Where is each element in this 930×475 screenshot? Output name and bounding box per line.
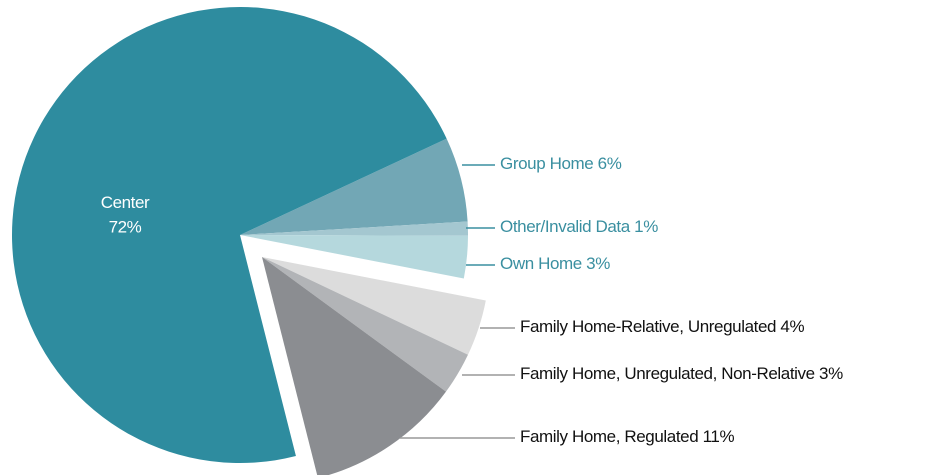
pie-slice	[240, 138, 468, 235]
pie-slice	[240, 221, 468, 236]
pie-slice	[262, 257, 468, 392]
pie-slice	[262, 257, 486, 355]
pie-slice	[12, 7, 447, 464]
slice-label: Family Home, Regulated 11%	[520, 427, 734, 446]
category-label: Group Home	[500, 154, 593, 173]
value-label: 3%	[586, 254, 610, 273]
value-label: 4%	[780, 317, 804, 336]
slice-label: Family Home-Relative, Unregulated 4%	[520, 317, 804, 336]
category-label: Family Home, Unregulated, Non-Relative	[520, 364, 815, 383]
slice-label: Center	[101, 193, 150, 212]
slice-label: Family Home, Unregulated, Non-Relative 3…	[520, 364, 843, 383]
category-label: Other/Invalid Data	[500, 217, 631, 236]
pie-slice	[262, 257, 446, 475]
category-label: Family Home-Relative, Unregulated	[520, 317, 776, 336]
slice-label: Other/Invalid Data 1%	[500, 217, 658, 236]
pie-slice	[240, 235, 468, 279]
value-label: 11%	[703, 427, 735, 446]
category-label: Family Home, Regulated	[520, 427, 698, 446]
slice-label: Group Home 6%	[500, 154, 622, 173]
value-label: 1%	[634, 217, 658, 236]
slice-label: Own Home 3%	[500, 254, 610, 273]
value-label: 3%	[819, 364, 843, 383]
category-label: Center	[101, 193, 150, 212]
category-label: Own Home	[500, 254, 582, 273]
value-label: 72%	[109, 217, 142, 236]
value-label: 6%	[598, 154, 622, 173]
